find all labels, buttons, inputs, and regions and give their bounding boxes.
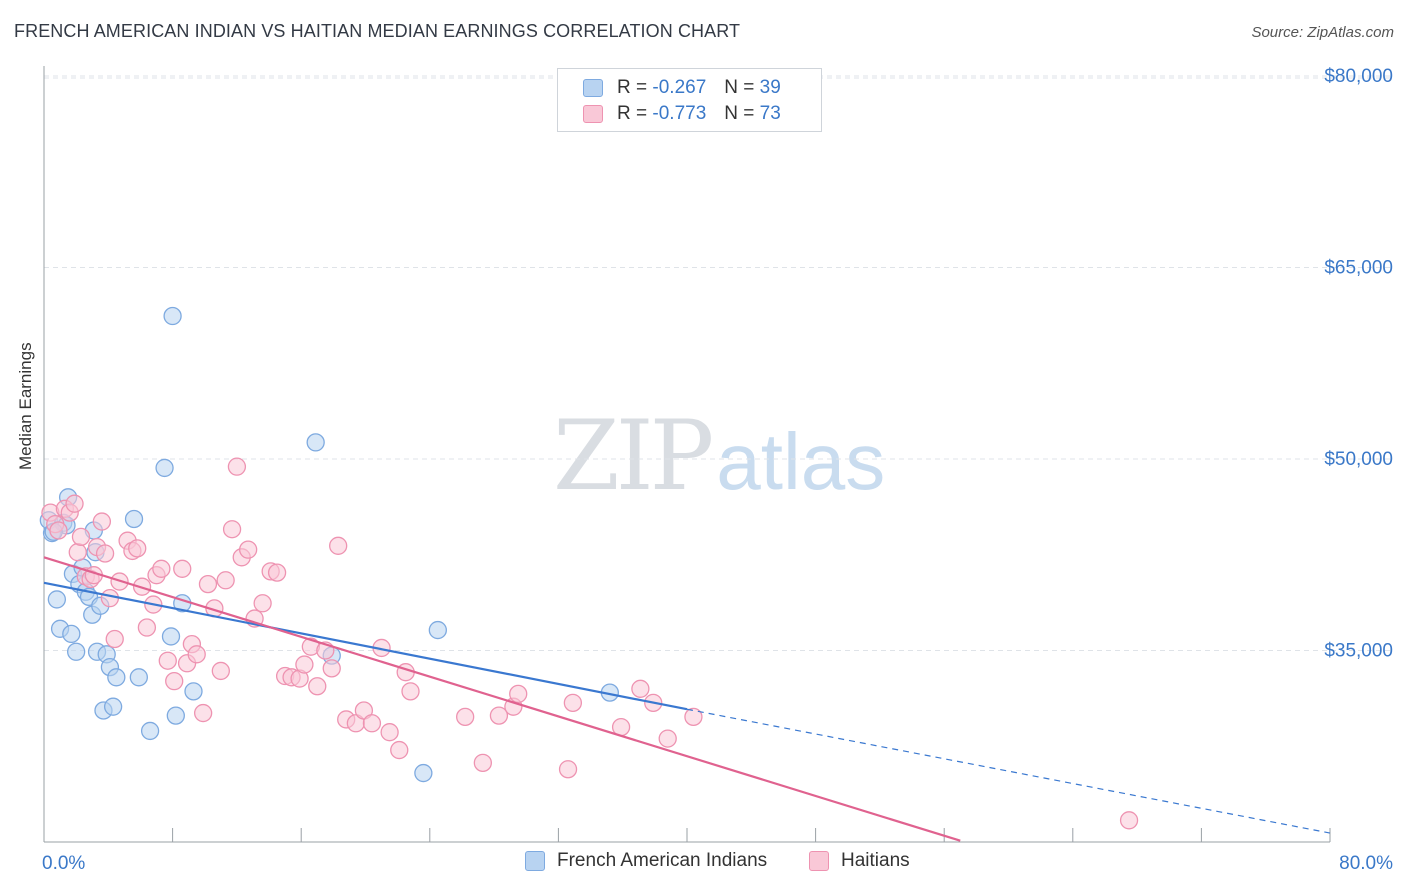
point-french-american-indians: [166, 706, 185, 725]
legend-r-label: R =: [617, 77, 648, 98]
point-haitians: [253, 594, 272, 613]
y-axis-label: Median Earnings: [16, 342, 35, 470]
point-haitians: [1119, 811, 1139, 830]
legend-n-label: N =: [724, 103, 755, 124]
point-haitians: [295, 655, 314, 674]
point-french-american-indians: [103, 697, 123, 716]
point-haitians: [187, 645, 206, 664]
y-tick-label: $80,000: [1324, 66, 1393, 87]
point-haitians: [308, 677, 327, 696]
legend-row-french-american-indians: R = -0.267 N = 39: [583, 76, 781, 100]
point-haitians: [473, 753, 492, 772]
trend-extension-french-american-indians: [686, 708, 1331, 834]
point-haitians: [239, 540, 258, 559]
point-haitians: [509, 684, 528, 704]
y-tick-label: $50,000: [1324, 449, 1393, 470]
point-haitians: [489, 706, 509, 725]
point-french-american-indians: [129, 668, 148, 687]
point-haitians: [322, 659, 341, 678]
legend-label: Haitians: [841, 850, 910, 871]
point-french-american-indians: [155, 458, 174, 478]
point-french-american-indians: [124, 509, 144, 529]
y-tick-label: $65,000: [1324, 258, 1393, 279]
watermark-zip: ZIP: [553, 400, 714, 512]
legend-r-label: R =: [617, 103, 648, 124]
legend-label: French American Indians: [557, 850, 768, 871]
point-haitians: [65, 494, 84, 513]
chart-source: Source: ZipAtlas.com: [1251, 24, 1394, 41]
point-haitians: [49, 521, 68, 540]
point-haitians: [390, 740, 409, 760]
point-french-american-indians: [428, 620, 447, 640]
watermark-atlas: atlas: [716, 417, 886, 506]
series-legend: French American Indians Haitians: [0, 850, 1406, 880]
chart-title: FRENCH AMERICAN INDIAN VS HAITIAN MEDIAN…: [14, 21, 741, 41]
point-haitians: [456, 707, 475, 727]
point-haitians: [211, 661, 230, 681]
point-french-american-indians: [47, 590, 67, 609]
point-haitians: [152, 559, 171, 578]
point-french-american-indians: [306, 433, 325, 452]
trend-line-haitians: [43, 556, 961, 842]
point-haitians: [193, 703, 213, 723]
point-haitians: [173, 559, 192, 578]
legend-item-haitians[interactable]: Haitians: [809, 850, 910, 872]
point-haitians: [631, 679, 650, 698]
point-haitians: [165, 671, 184, 691]
watermark: ZIPatlas: [553, 400, 885, 512]
point-haitians: [401, 682, 420, 701]
y-tick-label: $35,000: [1324, 641, 1393, 662]
point-haitians: [267, 563, 287, 582]
point-french-american-indians: [140, 721, 160, 741]
legend-swatch-pink: [583, 105, 603, 123]
legend-swatch-blue: [525, 851, 545, 871]
point-french-american-indians: [163, 306, 182, 326]
point-haitians: [158, 651, 177, 670]
point-haitians: [95, 544, 115, 563]
point-haitians: [362, 714, 382, 733]
point-haitians: [558, 760, 578, 779]
trend-line-french-american-indians: [43, 581, 688, 711]
x-tick-label: 0.0%: [42, 853, 85, 874]
point-french-american-indians: [414, 763, 433, 783]
point-haitians: [227, 457, 247, 476]
point-haitians: [216, 571, 235, 590]
point-french-american-indians: [62, 624, 81, 644]
point-haitians: [137, 618, 157, 637]
legend-row-haitians: R = -0.773 N = 73: [583, 102, 781, 126]
point-french-american-indians: [67, 642, 86, 661]
point-haitians: [684, 707, 703, 727]
point-haitians: [658, 729, 677, 748]
point-haitians: [68, 543, 87, 562]
legend-r-value: -0.267: [652, 77, 707, 98]
point-haitians: [71, 527, 91, 547]
legend-n-value: 73: [759, 103, 781, 124]
point-haitians: [198, 574, 218, 594]
x-tick-label: 80.0%: [1339, 853, 1393, 874]
point-haitians: [380, 723, 399, 742]
legend-swatch-pink: [809, 851, 829, 871]
point-haitians: [222, 520, 242, 539]
legend-n-label: N =: [724, 77, 755, 98]
legend-item-french-american-indians[interactable]: French American Indians: [525, 850, 767, 872]
point-french-american-indians: [184, 682, 203, 701]
point-haitians: [100, 589, 120, 608]
point-haitians: [92, 512, 112, 531]
point-haitians: [563, 693, 583, 712]
correlation-legend: R = -0.267 N = 39 R = -0.773 N = 73: [557, 68, 822, 132]
point-haitians: [128, 539, 147, 558]
point-haitians: [329, 536, 348, 555]
point-french-american-indians: [161, 627, 181, 646]
point-french-american-indians: [107, 668, 126, 687]
point-haitians: [105, 629, 124, 649]
legend-n-value: 39: [759, 77, 781, 98]
legend-swatch-blue: [583, 79, 603, 97]
legend-r-value: -0.773: [652, 103, 707, 124]
